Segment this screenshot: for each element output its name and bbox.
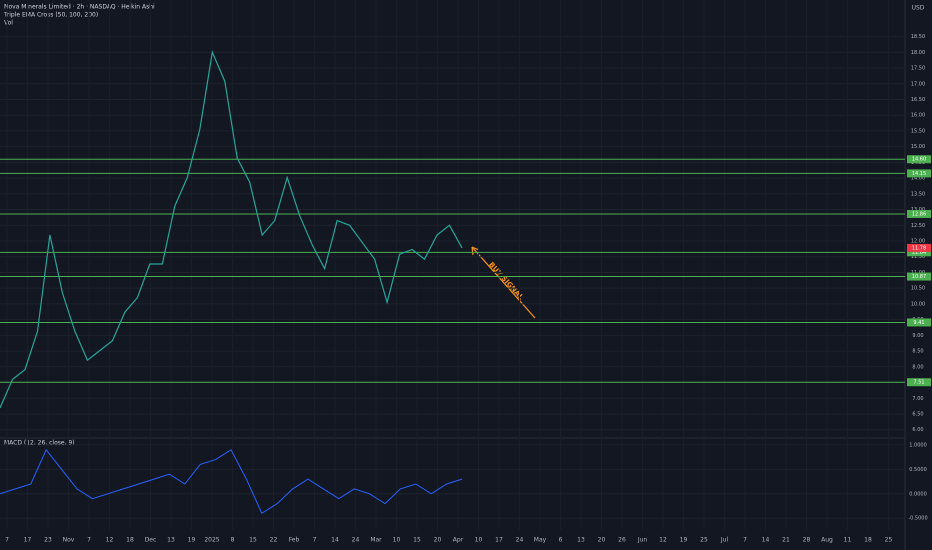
x-tick-label: 19	[188, 537, 196, 544]
x-tick-label: Mar	[370, 537, 382, 544]
y-tick-label: 6.00	[912, 427, 923, 433]
macd-tick-label: 1.0000	[909, 442, 927, 448]
x-tick-label: Apr	[453, 537, 464, 544]
y-tick-label: 17.50	[911, 66, 925, 72]
y-tick-label: 10.00	[911, 301, 925, 307]
y-tick-label: 8.00	[912, 364, 923, 370]
x-tick-label: 7	[743, 537, 747, 544]
x-tick-label: 24	[352, 537, 360, 544]
arrow	[471, 246, 536, 319]
x-tick-label: Nov	[63, 537, 75, 544]
x-tick-label: Feb	[289, 537, 300, 544]
y-tick-label: 16.00	[911, 113, 925, 119]
x-tick-label: 13	[167, 537, 175, 544]
x-tick-label: 11	[844, 537, 852, 544]
y-tick-label: 18.50	[911, 34, 925, 40]
price-line	[0, 50, 463, 409]
x-tick-label: 7	[313, 537, 317, 544]
level-label: 14.60	[912, 157, 926, 163]
arrow-head	[471, 246, 480, 256]
y-tick-label: 11.50	[911, 254, 925, 260]
x-tick-label: 15	[413, 537, 421, 544]
x-tick-label: 7	[87, 537, 91, 544]
level-label: 12.86	[912, 211, 926, 217]
y-tick-label: 18.00	[911, 50, 925, 56]
x-tick-label: 14	[762, 537, 770, 544]
macd-title: MACD (12, 26, close, 9)	[4, 440, 75, 447]
macd-line	[0, 448, 463, 515]
price-label: 11.78	[912, 245, 926, 251]
x-tick-label: 25	[885, 537, 893, 544]
x-tick-label: 12	[659, 537, 667, 544]
x-tick-label: 7	[5, 537, 9, 544]
y-tick-label: 10.50	[911, 286, 925, 292]
y-tick-label: 12.00	[911, 239, 925, 245]
x-tick-label: 17	[495, 537, 503, 544]
level-tag	[907, 169, 931, 178]
level-label: 9.41	[913, 320, 924, 326]
x-tick-label: 24	[516, 537, 524, 544]
level-label: 10.87	[912, 274, 926, 280]
x-tick-label: 14	[331, 537, 339, 544]
indicator-label: Vol	[4, 20, 13, 27]
y-tick-label: 13.50	[911, 191, 925, 197]
y-tick-label: 7.00	[912, 396, 923, 402]
y-tick-label: 17.00	[911, 81, 925, 87]
x-tick-label: 13	[577, 537, 585, 544]
level-label: 11.64	[912, 250, 926, 256]
x-tick-label: 19	[680, 537, 688, 544]
macd-tick-label: -0.5000	[908, 516, 927, 522]
x-tick-label: Jul	[720, 537, 729, 544]
y-tick-label: 6.50	[912, 411, 923, 417]
level-tag	[907, 209, 931, 218]
y-tick-label: 8.50	[912, 349, 923, 355]
x-tick-label: 28	[803, 537, 811, 544]
x-tick-label: 25	[700, 537, 708, 544]
level-label: 14.15	[912, 171, 926, 177]
x-tick-label: 10	[475, 537, 483, 544]
y-tick-label: 14.00	[911, 176, 925, 182]
level-tag	[907, 248, 931, 257]
x-tick-label: 18	[126, 537, 134, 544]
macd-tick-label: 0.5000	[909, 467, 927, 473]
level-tag	[907, 378, 931, 387]
y-tick-label: 12.50	[911, 223, 925, 229]
y-tick-label: 16.50	[911, 97, 925, 103]
x-tick-label: 8	[231, 537, 235, 544]
macd-tick-label: 0.0000	[909, 491, 927, 497]
x-tick-label: 10	[393, 537, 401, 544]
x-tick-label: 18	[864, 537, 872, 544]
y-tick-label: 15.50	[911, 128, 925, 134]
x-tick-label: 21	[782, 537, 790, 544]
level-tag	[907, 318, 931, 327]
x-tick-label: 20	[598, 537, 606, 544]
x-tick-label: 20	[434, 537, 442, 544]
chart-title: Nova Minerals Limited · 2h · NASDAQ · He…	[4, 4, 155, 11]
level-label: 7.51	[913, 380, 924, 386]
x-tick-label: Dec	[145, 537, 157, 544]
x-tick-label: May	[534, 537, 547, 544]
x-tick-label: 23	[44, 537, 52, 544]
currency: USD	[912, 5, 925, 12]
level-tag	[907, 155, 931, 164]
x-tick-label: 17	[24, 537, 32, 544]
x-tick-label: 15	[249, 537, 257, 544]
x-tick-label: 26	[618, 537, 626, 544]
x-tick-label: Jun	[637, 537, 648, 544]
price-tag	[907, 243, 931, 252]
y-tick-label: 9.00	[912, 333, 923, 339]
x-tick-label: 22	[270, 537, 278, 544]
level-tag	[907, 272, 931, 281]
x-tick-label: Aug	[821, 537, 833, 544]
x-tick-label: 2025	[204, 537, 219, 544]
x-tick-label: 12	[106, 537, 114, 544]
y-tick-label: 15.00	[911, 144, 925, 150]
x-tick-label: 6	[559, 537, 563, 544]
indicator-label: Triple EMA Cross (50, 100, 200)	[3, 12, 98, 19]
